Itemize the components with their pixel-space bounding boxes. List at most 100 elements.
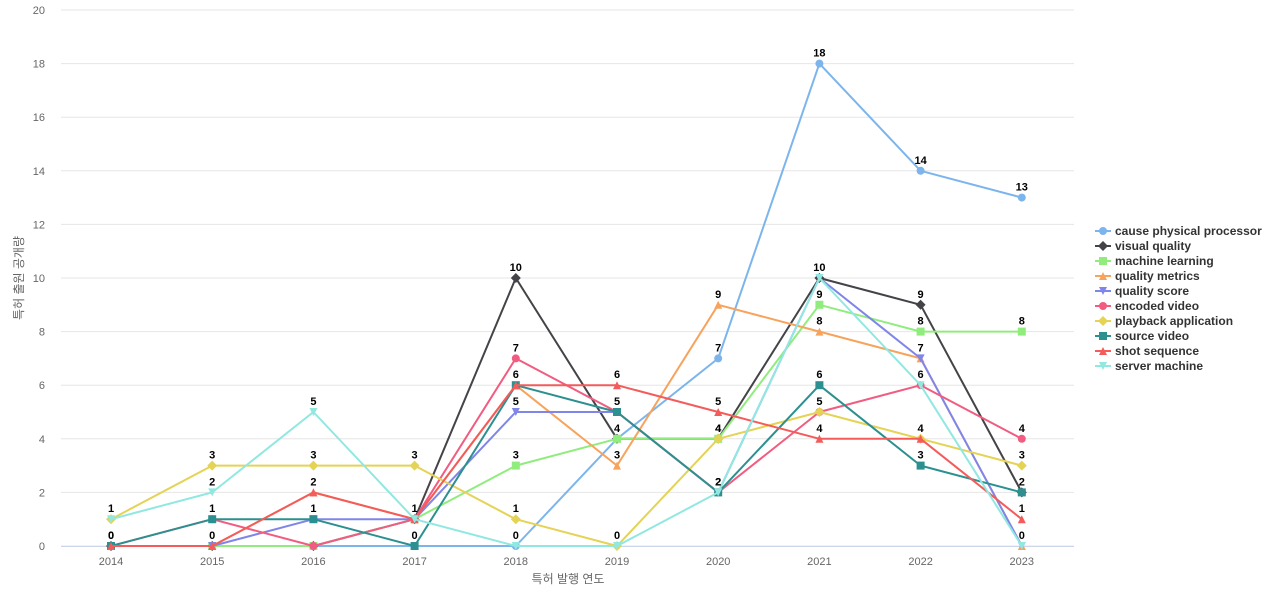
x-tick-label: 2020	[706, 556, 730, 568]
data-point-source-video[interactable]	[410, 542, 419, 550]
data-label-source-video: 2	[1019, 476, 1025, 488]
data-point-machine-learning[interactable]	[1017, 327, 1026, 336]
legend-item-quality-score[interactable]: quality score	[1095, 284, 1189, 298]
data-point-shot-sequence[interactable]	[815, 434, 824, 443]
data-label-shot-sequence: 1	[412, 503, 418, 515]
data-point-source-video[interactable]	[815, 381, 824, 390]
data-point-quality-metrics[interactable]	[714, 300, 723, 309]
data-point-machine-learning[interactable]	[511, 461, 520, 470]
data-point-shot-sequence[interactable]	[208, 542, 217, 550]
data-point-playback-application[interactable]	[713, 433, 724, 444]
data-point-server-machine[interactable]	[309, 408, 318, 416]
data-point-shot-sequence[interactable]	[511, 381, 520, 390]
data-point-encoded-video[interactable]	[511, 354, 520, 363]
series-line-shot-sequence[interactable]	[111, 384, 1023, 547]
data-label-source-video: 2	[715, 476, 721, 488]
data-label-playback-application: 1	[513, 503, 519, 515]
data-point-source-video[interactable]	[613, 408, 621, 416]
data-label-encoded-video: 5	[816, 396, 822, 408]
data-point-server-machine[interactable]	[916, 381, 925, 390]
data-point-playback-application[interactable]	[409, 460, 420, 471]
data-point-playback-application[interactable]	[814, 407, 825, 417]
data-point-server-machine[interactable]	[815, 274, 824, 282]
data-point-source-video[interactable]	[208, 515, 217, 524]
data-point-quality-metrics[interactable]	[815, 327, 824, 336]
legend-item-server-machine[interactable]: server machine	[1095, 359, 1203, 373]
data-label-playback-application: 3	[412, 450, 418, 462]
data-point-playback-application[interactable]	[510, 514, 521, 525]
data-point-source-video[interactable]	[309, 515, 318, 524]
data-point-playback-application[interactable]	[207, 460, 218, 471]
series-quality-score	[107, 274, 1026, 550]
data-point-server-machine[interactable]	[511, 542, 520, 550]
legend-item-playback-application[interactable]: playback application	[1095, 314, 1233, 328]
data-label-server-machine: 2	[715, 476, 721, 488]
data-point-shot-sequence[interactable]	[1017, 515, 1026, 524]
legend-item-quality-metrics[interactable]: quality metrics	[1095, 269, 1200, 283]
data-label-source-video: 1	[310, 503, 316, 515]
data-point-machine-learning[interactable]	[613, 434, 621, 443]
data-point-shot-sequence[interactable]	[916, 434, 925, 443]
data-point-server-machine[interactable]	[613, 542, 621, 550]
data-point-shot-sequence[interactable]	[107, 542, 115, 550]
series-line-quality-metrics[interactable]	[111, 303, 1023, 547]
y-tick-label: 14	[33, 166, 45, 178]
series-line-server-machine[interactable]	[110, 277, 1023, 547]
y-tick-label: 2	[39, 487, 45, 499]
data-point-visual-quality[interactable]	[915, 299, 926, 310]
legend-item-visual-quality[interactable]: visual quality	[1095, 239, 1191, 253]
legend-label: encoded video	[1115, 299, 1199, 313]
y-tick-label: 20	[33, 5, 45, 17]
legend-item-machine-learning[interactable]: machine learning	[1095, 254, 1214, 268]
data-label-source-video: 0	[412, 530, 418, 542]
data-label-extra: 4	[715, 423, 722, 435]
data-label-machine-learning: 8	[918, 316, 924, 328]
data-point-shot-sequence[interactable]	[613, 381, 621, 390]
x-tick-label: 2016	[301, 556, 325, 568]
data-point-playback-application[interactable]	[1016, 460, 1027, 471]
data-point-cause-physical-processor[interactable]	[1017, 193, 1026, 202]
data-point-encoded-video[interactable]	[309, 542, 318, 550]
data-label-source-video: 6	[513, 369, 519, 381]
data-point-server-machine[interactable]	[410, 515, 419, 524]
data-point-encoded-video[interactable]	[1017, 434, 1026, 443]
legend-item-cause-physical-processor[interactable]: cause physical processor	[1095, 224, 1262, 238]
data-point-server-machine[interactable]	[714, 488, 723, 497]
data-point-server-machine[interactable]	[107, 515, 115, 524]
data-point-machine-learning[interactable]	[815, 300, 824, 309]
data-label-source-video: 3	[918, 450, 924, 462]
data-point-quality-metrics[interactable]	[613, 461, 621, 470]
data-point-machine-learning[interactable]	[916, 327, 925, 336]
legend-item-source-video[interactable]: source video	[1095, 329, 1189, 343]
data-label-playback-application: 3	[209, 450, 215, 462]
y-tick-label: 4	[39, 434, 45, 446]
series-line-quality-score[interactable]	[111, 277, 1023, 547]
legend-marker-quality-score	[1099, 287, 1107, 295]
data-point-shot-sequence[interactable]	[714, 408, 723, 416]
data-point-source-video[interactable]	[916, 461, 925, 470]
x-tick-label: 2021	[807, 556, 831, 568]
data-point-cause-physical-processor[interactable]	[714, 354, 723, 363]
legend-label: server machine	[1115, 359, 1203, 373]
data-label-source-video: 1	[209, 503, 215, 515]
data-label-cause-physical-processor: 7	[715, 342, 721, 354]
data-point-server-machine[interactable]	[208, 488, 217, 497]
data-point-cause-physical-processor[interactable]	[916, 166, 925, 175]
legend-item-shot-sequence[interactable]: shot sequence	[1095, 344, 1199, 358]
legend-item-encoded-video[interactable]: encoded video	[1095, 299, 1199, 313]
data-point-playback-application[interactable]	[308, 460, 319, 471]
data-point-quality-score[interactable]	[511, 408, 520, 416]
data-label-machine-learning: 4	[715, 423, 722, 435]
data-point-source-video[interactable]	[1017, 488, 1026, 497]
series-line-playback-application[interactable]	[110, 411, 1023, 547]
data-point-cause-physical-processor[interactable]	[815, 59, 824, 68]
x-tick-label: 2014	[99, 556, 123, 568]
y-tick-label: 0	[39, 541, 45, 553]
data-point-server-machine[interactable]	[1017, 542, 1026, 550]
legend-label: quality score	[1115, 284, 1189, 298]
data-point-quality-score[interactable]	[916, 354, 925, 363]
series-line-cause-physical-processor[interactable]	[111, 62, 1023, 547]
data-point-shot-sequence[interactable]	[309, 488, 318, 497]
data-point-visual-quality[interactable]	[510, 273, 521, 283]
